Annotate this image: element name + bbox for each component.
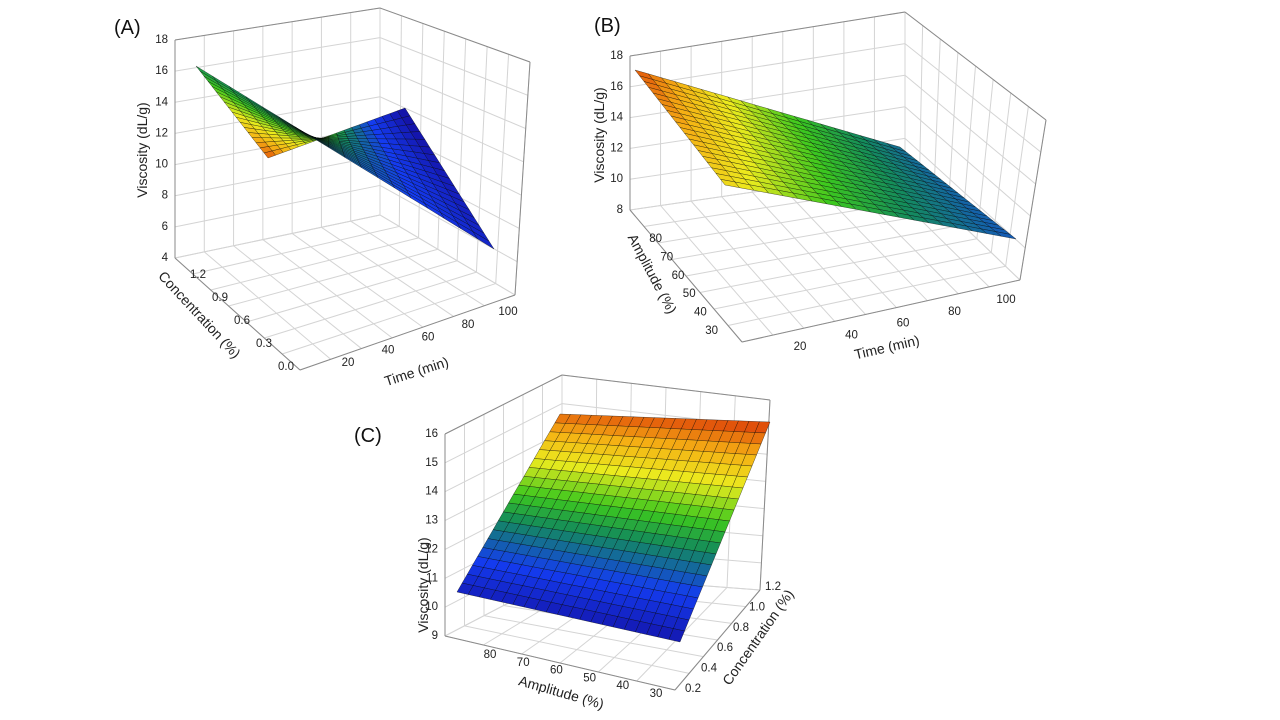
z-tick-label: 8 (617, 204, 623, 216)
y-tick-label: 0.8 (733, 622, 749, 634)
y-tick-label: 80 (649, 233, 662, 245)
y-tick-label: 40 (694, 307, 707, 319)
x-tick-label: 100 (498, 306, 517, 318)
z-tick-label: 13 (425, 515, 438, 527)
y-tick-label: 0.0 (278, 361, 294, 373)
z-tick-label: 10 (425, 601, 438, 613)
axis-box (629, 11, 1047, 343)
y-tick-label: 1.2 (190, 269, 206, 281)
z-tick-label: 4 (162, 252, 169, 264)
surface-cell (995, 231, 1017, 240)
z-tick-label: 15 (425, 457, 438, 469)
y-axis-label: Concentration (%) (155, 268, 244, 361)
y-tick-label: 0.6 (717, 642, 733, 654)
z-tick-label: 18 (610, 50, 623, 62)
x-axis-label: Time (min) (853, 332, 921, 363)
axis-box (444, 374, 771, 691)
y-tick-label: 0.3 (256, 338, 272, 350)
y-tick-label: 0.6 (234, 315, 250, 327)
x-tick-label: 70 (517, 657, 530, 669)
z-tick-label: 9 (432, 630, 438, 642)
y-tick-label: 50 (683, 288, 696, 300)
y-tick-label: 1.2 (765, 581, 781, 593)
x-tick-label: 80 (948, 306, 961, 318)
surface (634, 69, 1017, 240)
z-tick-label: 10 (155, 159, 168, 171)
z-tick-label: 6 (162, 221, 168, 233)
x-axis-label: Time (min) (382, 353, 450, 389)
x-tick-label: 40 (382, 344, 395, 356)
z-axis-label: Viscosity (dL/g) (134, 102, 150, 197)
z-axis-label: Viscosity (dL/g) (415, 537, 431, 632)
surface-cell (346, 135, 358, 139)
z-axis-label: Viscosity (dL/g) (591, 87, 607, 182)
y-tick-label: 70 (660, 251, 673, 263)
panel-label: (B) (594, 15, 621, 37)
x-tick-label: 20 (342, 357, 355, 369)
z-tick-label: 12 (155, 127, 168, 139)
z-tick-label: 14 (610, 112, 623, 124)
tick-labels: 4 6 8 10 12 14 16 18 20 40 60 80 100 0.0 0.3 0.6 0.9 1.2 (155, 34, 517, 373)
z-tick-label: 12 (425, 543, 438, 555)
x-tick-label: 100 (996, 294, 1015, 306)
y-tick-label: 0.9 (212, 292, 228, 304)
z-tick-label: 8 (162, 190, 168, 202)
z-tick-label: 16 (610, 81, 623, 93)
panel-a: 4 6 8 10 12 14 16 18 20 40 60 80 100 0.0 0.3 0.6 0.9 1.2 V… (114, 7, 531, 389)
x-tick-label: 20 (794, 341, 807, 353)
y-tick-label: 60 (672, 270, 685, 282)
y-tick-label: 0.2 (685, 683, 701, 695)
z-tick-label: 12 (610, 142, 623, 154)
surface (195, 65, 495, 250)
x-tick-label: 60 (422, 332, 435, 344)
surface (456, 413, 771, 643)
surface-cell (668, 628, 685, 643)
z-tick-label: 18 (155, 34, 168, 46)
grid-lines (174, 7, 531, 371)
surface-cell (472, 231, 495, 250)
z-tick-label: 16 (425, 428, 438, 440)
x-tick-label: 30 (650, 688, 663, 700)
z-tick-label: 14 (425, 486, 438, 498)
surface-cell (289, 137, 302, 141)
y-tick-label: 30 (705, 325, 718, 337)
x-tick-label: 50 (583, 672, 596, 684)
z-tick-label: 16 (155, 65, 168, 77)
panel-label: (A) (114, 17, 141, 39)
x-tick-label: 80 (484, 649, 497, 661)
x-tick-label: 60 (897, 318, 910, 330)
tick-labels: 8 10 12 14 16 18 20 40 60 80 100 30 40 50 60 70 80 (610, 50, 1015, 353)
panel-b: 8 10 12 14 16 18 20 40 60 80 100 30 40 50 60 70 80 Viscos… (591, 11, 1047, 363)
z-tick-label: 14 (155, 96, 168, 108)
panel-label: (C) (354, 425, 382, 447)
axis-box (174, 7, 531, 371)
y-tick-label: 0.4 (701, 663, 718, 675)
z-tick-label: 11 (426, 572, 438, 584)
x-tick-label: 40 (616, 680, 629, 692)
x-tick-label: 60 (550, 665, 563, 677)
y-tick-label: 1.0 (749, 601, 765, 613)
x-tick-label: 80 (462, 319, 475, 331)
z-tick-label: 10 (610, 173, 623, 185)
x-tick-label: 40 (845, 329, 858, 341)
